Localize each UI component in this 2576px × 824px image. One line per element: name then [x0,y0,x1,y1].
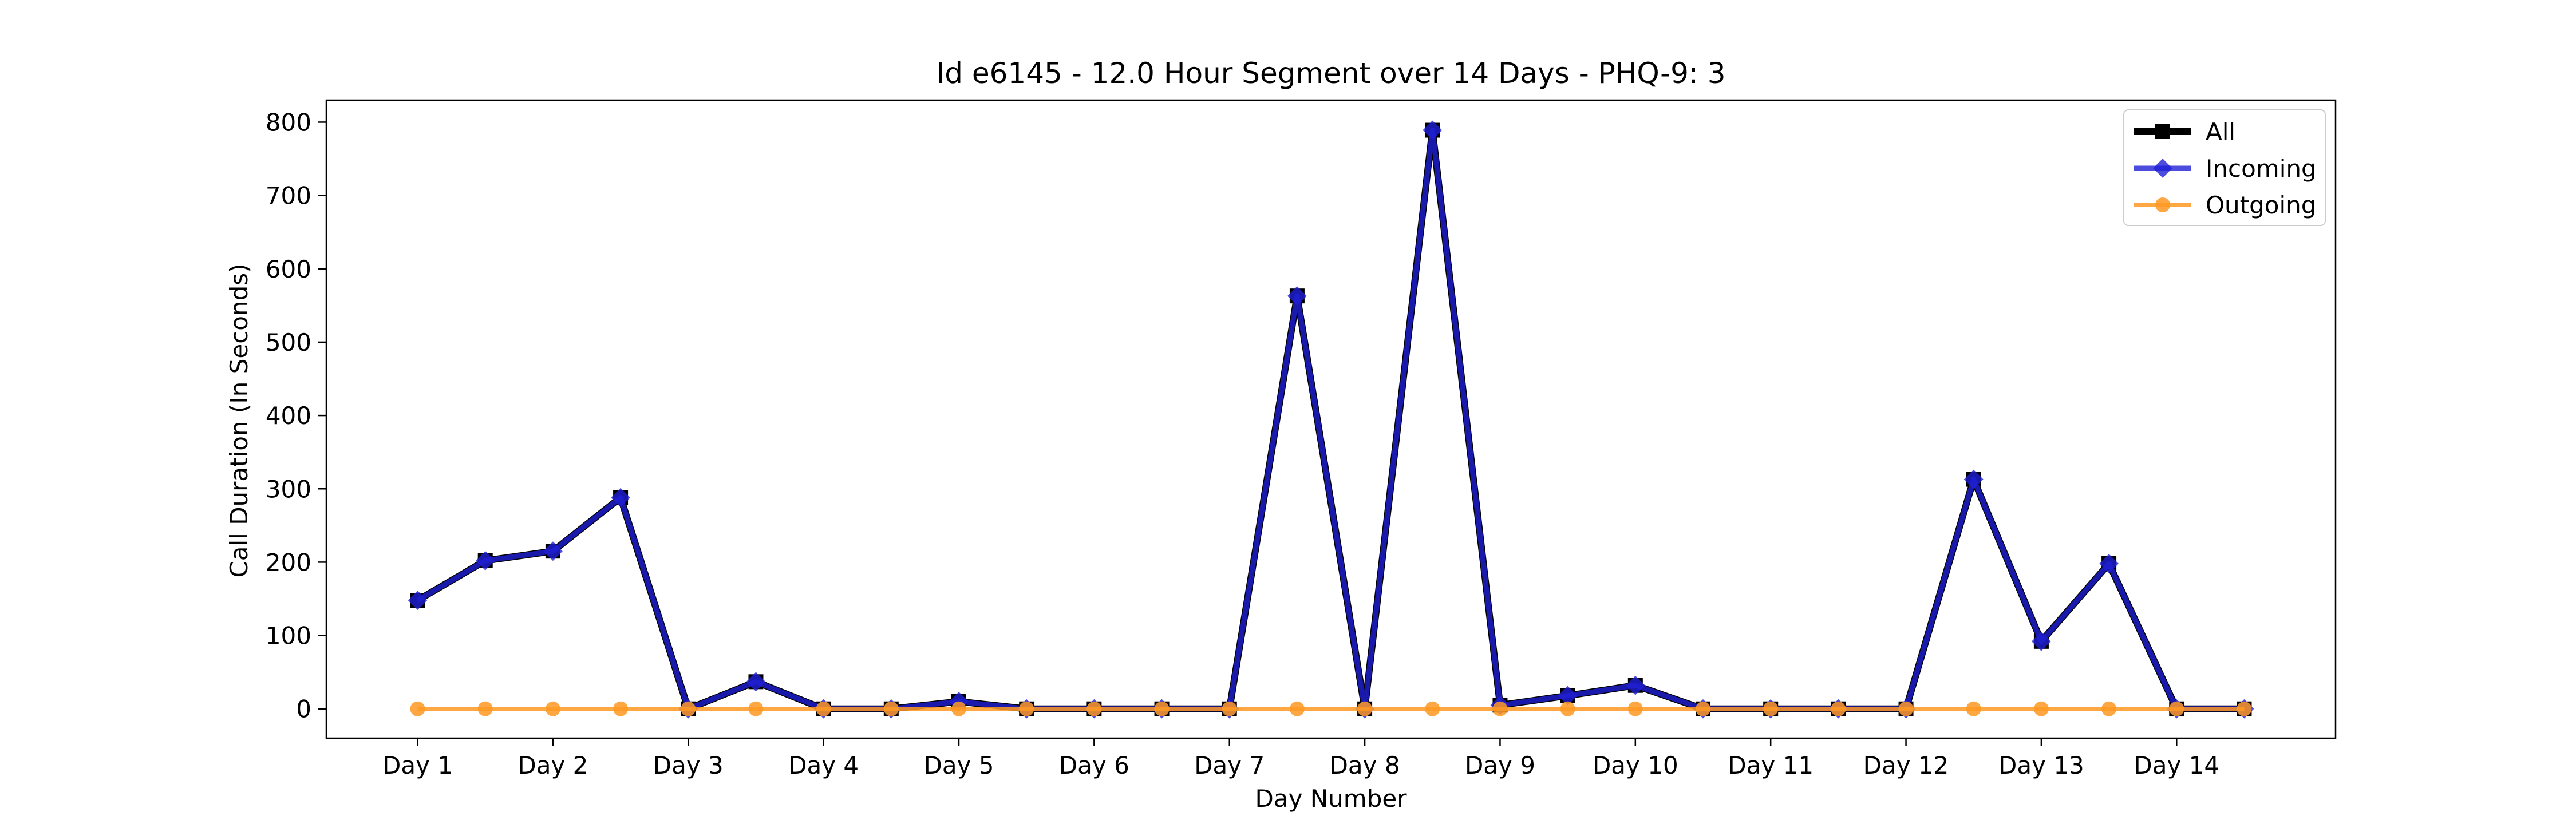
series-outgoing [410,701,2252,716]
y-tick-label: 800 [266,108,311,136]
data-point-outgoing [1154,701,1170,716]
data-point-incoming [746,672,766,692]
data-point-outgoing [1492,701,1508,716]
data-point-outgoing [2101,701,2117,716]
series-line-incoming [416,128,2245,712]
data-point-outgoing [1763,701,1779,716]
y-tick-label: 0 [296,695,311,723]
data-point-outgoing [681,701,696,716]
legend-entry-all: All [2134,118,2235,146]
x-axis-label: Day Number [1255,785,1407,813]
data-point-outgoing [2237,701,2252,716]
x-tick-label: Day 7 [1194,751,1265,779]
legend-entry-outgoing: Outgoing [2134,191,2316,219]
data-point-outgoing [1357,701,1373,716]
data-point-outgoing [1222,701,1237,716]
chart-title: Id e6145 - 12.0 Hour Segment over 14 Day… [936,57,1725,90]
data-point-incoming [1287,286,1307,306]
data-point-outgoing [1086,701,1102,716]
data-point-outgoing [1560,701,1575,716]
data-point-outgoing [1831,701,1846,716]
legend-swatch-marker [2155,124,2170,139]
data-point-outgoing [951,701,966,716]
y-axis-label: Call Duration (In Seconds) [225,263,253,577]
data-point-incoming [2099,554,2119,573]
y-tick-label: 700 [266,182,311,210]
data-point-incoming [475,550,495,571]
data-point-outgoing [1696,701,1710,716]
legend: All Incoming Outgoing [2123,109,2326,226]
series-group [408,120,2254,719]
x-tick-label: Day 12 [1863,751,1949,779]
axes-group: 0 100 200 300 400 500 600 700 800 Day 1 Day 2 Day 3… [266,108,2219,779]
x-tick-label: Day 5 [923,751,994,779]
legend-swatch-marker [2155,197,2170,212]
legend-box [2123,109,2326,226]
x-tick-label: Day 6 [1059,751,1129,779]
data-point-incoming [2032,631,2051,651]
data-point-outgoing [2033,701,2049,716]
data-point-outgoing [1425,701,1440,716]
plot-frame [325,99,2337,739]
x-tick-label: Day 1 [382,751,453,779]
data-point-outgoing [1966,701,1981,716]
data-point-outgoing [1289,701,1305,716]
x-tick-label: Day 8 [1330,751,1400,779]
data-point-incoming [611,488,630,508]
data-point-incoming [543,541,563,561]
data-point-outgoing [410,701,425,716]
data-point-incoming [1558,686,1578,706]
data-point-incoming [1423,120,1443,140]
legend-label: All [2206,118,2235,146]
legend-entry-incoming: Incoming [2134,154,2317,183]
x-tick-label: Day 4 [788,751,859,779]
x-tick-label: Day 13 [1998,751,2084,779]
y-tick-label: 100 [266,622,311,650]
data-point-outgoing [748,701,764,716]
data-point-incoming [408,591,428,610]
legend-label: Outgoing [2206,191,2316,219]
data-point-outgoing [545,701,560,716]
x-tick-label: Day 2 [517,751,588,779]
data-point-outgoing [1898,701,1914,716]
data-point-outgoing [613,701,629,716]
data-point-outgoing [816,701,831,716]
y-tick-label: 500 [266,328,311,356]
y-tick-label: 600 [266,255,311,283]
data-point-outgoing [2169,701,2184,716]
x-tick-label: Day 9 [1465,751,1535,779]
data-point-incoming [1625,675,1645,695]
data-point-outgoing [1627,701,1643,716]
legend-label: Incoming [2206,154,2317,183]
y-tick-label: 400 [266,402,311,430]
x-tick-label: Day 10 [1593,751,1678,779]
data-point-outgoing [883,701,899,716]
x-tick-label: Day 11 [1728,751,1814,779]
data-point-incoming [1963,469,1984,489]
y-tick-label: 300 [266,475,311,503]
data-point-outgoing [477,701,493,716]
x-tick-label: Day 3 [653,751,724,779]
y-tick-label: 200 [266,548,311,576]
legend-swatch-marker [2153,159,2172,178]
x-tick-label: Day 14 [2134,751,2219,779]
data-point-outgoing [1019,701,1034,716]
